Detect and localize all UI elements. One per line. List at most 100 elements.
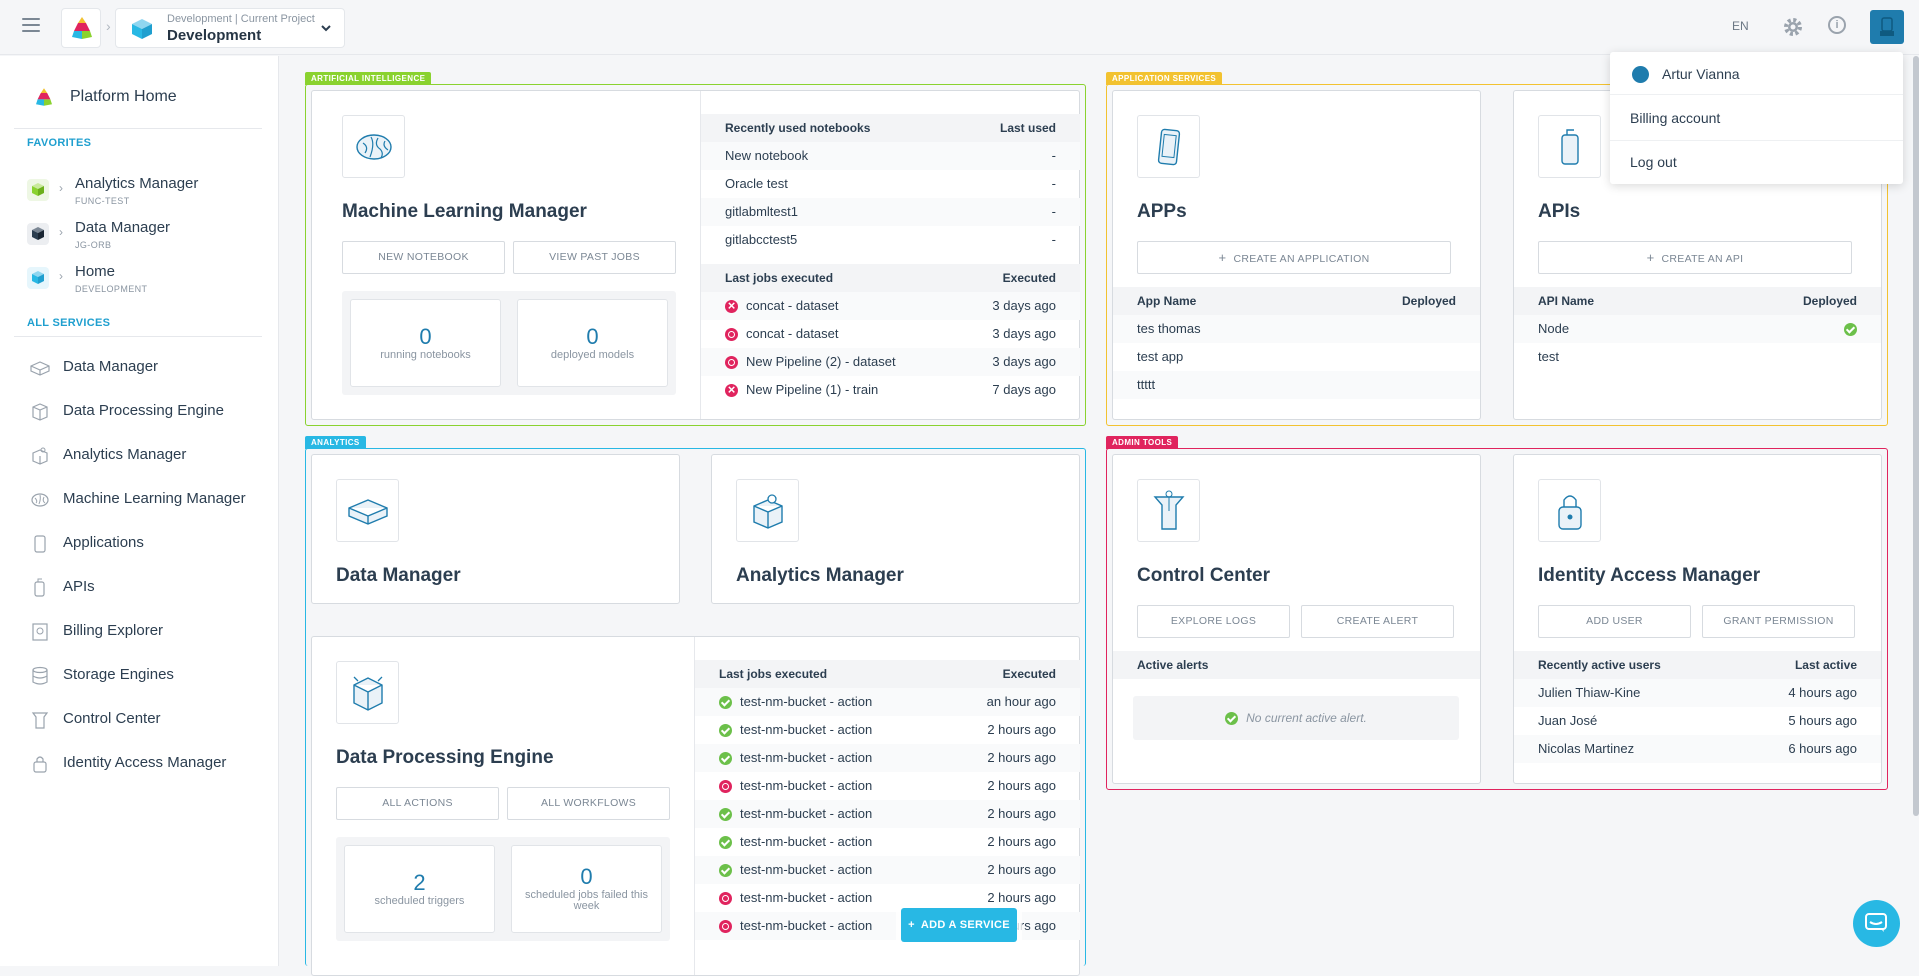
apps-title[interactable]: APPs [1137,201,1187,222]
favorite-title: Data Manager [75,219,171,236]
log-out-link[interactable]: Log out [1630,154,1677,170]
table-row[interactable]: gitlabcctest5 - [701,226,1080,254]
ml-title[interactable]: Machine Learning Manager [342,201,587,222]
row-name-cell: New notebook [725,142,808,170]
create-api-button[interactable]: + CREATE AN API [1538,241,1852,274]
table-row[interactable]: ttttt [1113,371,1480,399]
table-row[interactable]: test-nm-bucket - action 2 hours ago [695,716,1080,744]
control-center-icon-box[interactable] [1137,479,1200,542]
grant-permission-button[interactable]: GRANT PERMISSION [1702,605,1855,638]
top-bar: › Development | Current Project Developm… [0,0,1919,55]
view-past-jobs-button[interactable]: VIEW PAST JOBS [513,241,676,274]
platform-logo-button[interactable] [61,8,101,48]
menu-icon[interactable] [22,18,40,32]
table-row[interactable]: New Pipeline (2) - dataset 3 days ago [701,348,1080,376]
scrollbar[interactable] [1913,56,1919,816]
table-header: API Name Deployed [1514,287,1881,315]
table-row[interactable]: concat - dataset 3 days ago [701,320,1080,348]
home-cube-icon [27,267,49,289]
sidebar-platform-home[interactable]: Platform Home [70,88,177,105]
sidebar-item-data-manager[interactable]: Data Manager [27,353,267,385]
no-alert-text: No current active alert. [1246,711,1367,725]
row-value: 2 hours ago [987,778,1056,793]
table-row[interactable]: test app [1113,343,1480,371]
table-row[interactable]: concat - dataset 3 days ago [701,292,1080,320]
language-selector[interactable]: EN [1732,19,1749,33]
row-name-cell: test-nm-bucket - action [719,856,872,884]
project-selector[interactable]: Development | Current Project Developmen… [115,8,345,48]
analytics-manager-icon-box[interactable] [736,479,799,542]
explore-logs-button[interactable]: EXPLORE LOGS [1137,605,1290,638]
favorite-analytics-manager[interactable]: › Analytics Manager FUNC-TEST [27,175,267,217]
sidebar-item-applications[interactable]: Applications [27,529,267,561]
chat-button[interactable] [1853,900,1900,947]
table-row[interactable]: tes thomas [1113,315,1480,343]
add-user-button[interactable]: ADD USER [1538,605,1691,638]
success-status-icon [719,863,732,877]
divider [14,336,262,337]
sidebar-item-apis[interactable]: APIs [27,573,267,605]
apis-icon-box[interactable] [1538,115,1601,178]
row-name: ttttt [1137,377,1156,392]
row-name-cell: Julien Thiaw-Kine [1538,679,1640,707]
data-manager-title[interactable]: Data Manager [336,565,461,586]
row-name: tes thomas [1137,321,1201,336]
analytics-manager-title[interactable]: Analytics Manager [736,565,904,586]
table-row[interactable]: test [1514,343,1881,371]
table-row[interactable]: test-nm-bucket - action 2 hours ago [695,828,1080,856]
stat-label: running notebooks [380,349,471,361]
table-row[interactable]: test-nm-bucket - action 2 hours ago [695,912,1080,940]
box-icon [32,403,48,421]
apps-icon-box[interactable] [1137,115,1200,178]
gear-icon[interactable] [1782,16,1804,38]
sidebar-item-storage-engines[interactable]: Storage Engines [27,661,267,693]
favorite-data-manager[interactable]: › Data Manager JG-ORB [27,219,267,261]
user-avatar-button[interactable] [1870,10,1904,44]
all-actions-button[interactable]: ALL ACTIONS [336,787,499,820]
billing-account-link[interactable]: Billing account [1630,110,1721,126]
info-icon[interactable]: i [1828,16,1846,34]
apis-title[interactable]: APIs [1538,201,1581,222]
table-row[interactable]: Julien Thiaw-Kine 4 hours ago [1514,679,1881,707]
sidebar-item-identity-access-manager[interactable]: Identity Access Manager [27,749,267,781]
sidebar-item-analytics-manager[interactable]: Analytics Manager [27,441,267,473]
dpe-icon-box[interactable] [336,661,399,724]
table-row[interactable]: test-nm-bucket - action an hour ago [695,688,1080,716]
row-name: test-nm-bucket - action [740,806,873,821]
table-row[interactable]: Oracle test - [701,170,1080,198]
table-row[interactable]: New notebook - [701,142,1080,170]
table-row[interactable]: test-nm-bucket - action 2 hours ago [695,744,1080,772]
table-row[interactable]: New Pipeline (1) - train 7 days ago [701,376,1080,404]
sidebar-item-machine-learning-manager[interactable]: Machine Learning Manager [27,485,267,517]
dpe-title[interactable]: Data Processing Engine [336,747,554,768]
create-application-button[interactable]: + CREATE AN APPLICATION [1137,241,1451,274]
control-center-title[interactable]: Control Center [1137,565,1270,586]
favorite-subtitle: JG-ORB [75,240,112,250]
table-row[interactable]: test-nm-bucket - action 2 hours ago [695,884,1080,912]
row-name: gitlabcctest5 [725,232,798,247]
table-row[interactable]: Nicolas Martinez 6 hours ago [1514,735,1881,763]
favorite-home[interactable]: › Home DEVELOPMENT [27,263,267,305]
iam-title[interactable]: Identity Access Manager [1538,565,1761,586]
ml-icon-box[interactable] [342,115,405,178]
table-row[interactable]: Node [1514,315,1881,343]
row-name: New Pipeline (1) - train [746,382,879,397]
table-row[interactable]: test-nm-bucket - action 2 hours ago [695,772,1080,800]
apps-table: App Name Deployed tes thomas test app ttttt [1113,287,1480,399]
add-service-button[interactable]: + ADD A SERVICE [901,908,1017,942]
table-row[interactable]: gitlabmltest1 - [701,198,1080,226]
table-row[interactable]: test-nm-bucket - action 2 hours ago [695,856,1080,884]
create-alert-button[interactable]: CREATE ALERT [1301,605,1454,638]
sidebar-item-control-center[interactable]: Control Center [27,705,267,737]
new-notebook-button[interactable]: NEW NOTEBOOK [342,241,505,274]
iam-icon-box[interactable] [1538,479,1601,542]
table-row[interactable]: test-nm-bucket - action 2 hours ago [695,800,1080,828]
control-center-icon [31,712,49,729]
data-manager-icon-box[interactable] [336,479,399,542]
row-name-cell: test app [1137,343,1183,371]
sidebar-item-data-processing-engine[interactable]: Data Processing Engine [27,397,267,429]
sidebar-item-label: Storage Engines [63,666,174,683]
table-row[interactable]: Juan José 5 hours ago [1514,707,1881,735]
all-workflows-button[interactable]: ALL WORKFLOWS [507,787,670,820]
sidebar-item-billing-explorer[interactable]: Billing Explorer [27,617,267,649]
